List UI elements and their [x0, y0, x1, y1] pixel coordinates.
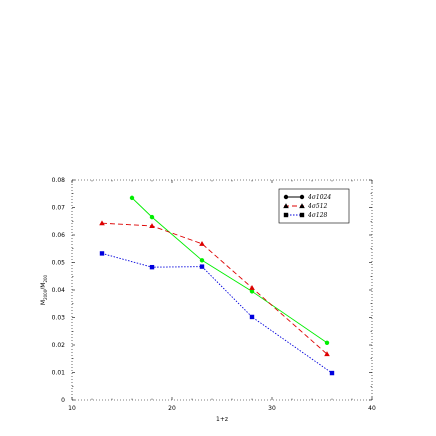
x-tick-label: 30 [268, 405, 276, 412]
x-tick-label: 40 [368, 405, 376, 412]
y-tick-label: 0.06 [52, 232, 66, 239]
y-tick-label: 0.08 [52, 177, 66, 184]
data-point [199, 258, 205, 263]
y-tick-label: 0.04 [52, 287, 66, 294]
y-axis-label-sub1: 2000 [43, 289, 48, 300]
data-point [199, 241, 205, 246]
data-point [249, 314, 255, 320]
y-axis-label-sep: /M [40, 283, 47, 290]
x-tick-label: 10 [68, 405, 76, 412]
data-point [149, 214, 155, 220]
legend-marker-right [299, 212, 305, 218]
legend: 4σ1024 4σ512 4σ128 [278, 188, 350, 224]
data-point [329, 370, 335, 376]
data-point [324, 351, 330, 357]
data-point [99, 220, 105, 226]
x-tick-label: 20 [168, 405, 176, 412]
legend-label: 4σ1024 [307, 194, 331, 201]
y-tick-label: 0.07 [52, 205, 66, 212]
series-line [101, 222, 328, 355]
y-tick-label: 0.05 [52, 260, 66, 267]
y-tick-label: 0.01 [52, 370, 66, 377]
legend-entries: 4σ1024 4σ512 4σ128 [283, 194, 331, 219]
series-2 [99, 220, 330, 357]
data-point [129, 195, 135, 201]
series-line [101, 252, 333, 374]
legend-marker-right [299, 194, 305, 200]
data-point [249, 289, 255, 294]
legend-marker-right [299, 203, 305, 209]
legend-label: 4σ512 [307, 203, 328, 210]
y-axis-label-main: M [40, 300, 47, 305]
data-point [249, 285, 255, 290]
series-layer [99, 195, 335, 376]
legend-marker-left [283, 194, 289, 200]
y-tick-label: 0 [61, 397, 65, 404]
y-tick-label: 0.03 [52, 315, 66, 322]
legend-marker-left [283, 203, 289, 209]
data-point [324, 340, 330, 345]
legend-label: 4σ128 [307, 212, 328, 219]
data-point [149, 264, 155, 270]
series-1 [129, 195, 330, 345]
data-point [99, 251, 105, 256]
legend-marker-left [283, 212, 289, 218]
y-tick-label: 0.02 [52, 342, 66, 349]
legend-box [278, 188, 350, 224]
y-axis-ticks: 0 0.01 0.02 0.03 0.04 0.05 0.06 0.07 0.08 [52, 177, 372, 404]
x-axis-label: 1+z [216, 416, 228, 423]
series-3 [99, 251, 335, 376]
x-axis-ticks: 10 20 30 40 [68, 180, 376, 412]
y-axis-label: M2000/M200 [40, 274, 48, 305]
y-axis-label-sub2: 200 [43, 274, 48, 282]
data-point [149, 223, 155, 229]
data-point [199, 264, 205, 269]
